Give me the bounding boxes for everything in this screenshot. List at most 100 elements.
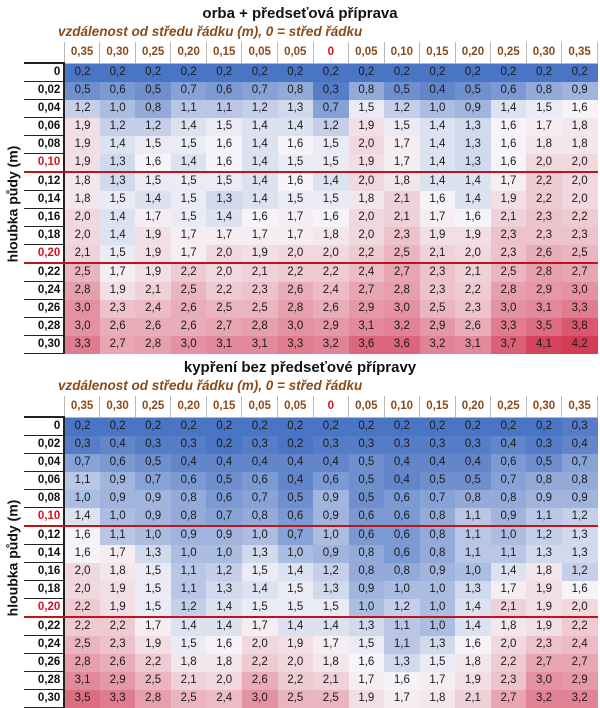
heatmap-cell: 0,9 (455, 99, 491, 118)
heatmap-cell: 2,0 (561, 172, 598, 191)
row-header: 0,26 (24, 299, 66, 318)
heatmap-cell: 1,1 (170, 580, 207, 599)
table-row: 0,18 2,0 1,4 1,9 1,7 1,7 1,7 1,7 1,8 2,0 2,3 1,9 1,9… (24, 226, 598, 245)
heatmap-cell: 1,5 (313, 153, 349, 173)
heatmap-cell: 2,7 (561, 263, 598, 282)
heatmap-cell: 2,8 (241, 317, 278, 336)
table-row: 0,12 1,8 1,3 1,5 1,5 1,5 1,4 1,6 1,4 2,0 1,8 1,4 1,4… (24, 172, 598, 191)
heatmap-cell: 1,9 (241, 244, 278, 264)
heatmap-cell: 2,7 (99, 335, 136, 354)
heatmap-cell: 0,3 (170, 435, 207, 454)
heatmap-cell: 0,4 (419, 453, 456, 472)
heatmap-cell: 3,1 (455, 335, 491, 354)
heatmap-cell: 1,5 (170, 190, 207, 209)
heatmap-cell: 3,8 (561, 317, 598, 336)
heatmap-cell: 2,0 (206, 244, 242, 264)
row-header: 0,16 (24, 208, 66, 227)
heatmap-cell: 0,9 (561, 489, 598, 508)
heatmap-cell: 0,7 (170, 81, 207, 100)
table-row: 0,20 2,1 1,5 1,9 1,7 2,0 1,9 2,0 2,0 2,2 2,5 2,1 2,0… (24, 244, 598, 264)
row-header: 0,22 (24, 617, 66, 636)
heatmap-cell: 1,3 (455, 153, 491, 173)
heatmap-cell: 1,2 (170, 598, 207, 618)
column-header: 0,30 (99, 396, 136, 418)
heatmap-cell: 0,2 (64, 417, 100, 436)
table-row: 0,08 1,0 0,9 0,9 0,8 0,6 0,7 0,5 0,9 0,5 0,6 0,7 0,8… (24, 489, 598, 508)
heatmap-cell: 1,4 (419, 153, 456, 173)
table-row: 0,24 2,5 2,3 1,9 1,5 1,6 2,0 1,9 1,7 1,5 1,1 1,3 1,6… (24, 635, 598, 654)
heatmap-cell: 2,5 (170, 689, 207, 708)
heatmap-cell: 2,8 (526, 263, 562, 282)
heatmap-cell: 2,0 (455, 244, 491, 264)
heatmap-cell: 1,4 (170, 617, 207, 636)
row-header: 0,22 (24, 263, 66, 282)
heatmap-cell: 1,3 (384, 653, 420, 672)
table-row: 0,08 1,9 1,4 1,5 1,5 1,6 1,4 1,6 1,5 2,0 1,7 1,4 1,3… (24, 135, 598, 154)
heatmap-cell: 0,8 (277, 81, 314, 100)
heatmap-cell: 2,4 (561, 635, 598, 654)
heatmap-cell: 2,9 (526, 281, 562, 300)
heatmap-cell: 0,8 (419, 544, 456, 563)
heatmap-cell: 2,6 (313, 299, 349, 318)
heatmap-cell: 4,1 (526, 335, 562, 354)
table-row: 0,30 3,3 2,7 2,8 3,0 3,1 3,1 3,3 3,2 3,6 3,6 3,2 3,1… (24, 335, 598, 354)
heatmap-cell: 2,3 (490, 226, 527, 245)
heatmap-cell: 0,6 (241, 471, 278, 490)
heatmap-cell: 0,5 (348, 489, 385, 508)
heatmap-cell: 1,9 (526, 580, 562, 599)
heatmap-cell: 1,4 (490, 99, 527, 118)
heatmap-cell: 1,8 (455, 653, 491, 672)
heatmap-cell: 1,8 (561, 135, 598, 154)
heatmap-cell: 1,7 (241, 617, 278, 636)
row-header: 0,04 (24, 99, 66, 118)
column-header: 0,05 (241, 396, 278, 418)
table-row: 0,02 0,5 0,6 0,5 0,7 0,6 0,7 0,8 0,3 0,8 0,5 0,4 0,5… (24, 81, 598, 100)
heatmap-cell: 1,8 (526, 135, 562, 154)
heatmap-cell: 1,6 (490, 135, 527, 154)
row-header: 0,08 (24, 135, 66, 154)
heatmap-cell: 2,8 (64, 653, 100, 672)
heatmap-cell: 2,6 (135, 317, 171, 336)
heatmap-cell: 1,4 (241, 117, 278, 136)
heatmap-cell: 2,7 (206, 317, 242, 336)
heatmap-cell: 0,9 (561, 81, 598, 100)
row-header: 0,06 (24, 471, 66, 490)
heatmap-cell: 3,0 (277, 317, 314, 336)
heatmap-cell: 1,5 (384, 117, 420, 136)
heatmap-cell: 1,0 (490, 526, 527, 545)
heatmap-cell: 2,0 (277, 653, 314, 672)
heatmap-cell: 3,0 (526, 671, 562, 690)
heatmap-cell: 2,3 (490, 244, 527, 264)
heatmap-cell: 2,3 (99, 299, 136, 318)
heatmap-cell: 1,1 (490, 544, 527, 563)
heatmap-cell: 1,1 (384, 635, 420, 654)
heatmap-cell: 0,2 (277, 417, 314, 436)
heatmap-cell: 1,6 (561, 99, 598, 118)
heatmap-cell: 0,8 (526, 471, 562, 490)
heatmap-cell: 1,4 (206, 617, 242, 636)
heatmap-cell: 3,5 (64, 689, 100, 708)
heatmap-cell: 1,0 (170, 544, 207, 563)
column-header: 0,15 (205, 396, 243, 418)
heatmap-cell: 0,6 (348, 526, 385, 545)
heatmap-cell: 0,2 (64, 63, 100, 82)
heatmap-cell: 1,2 (384, 99, 420, 118)
heatmap-cell: 1,5 (419, 653, 456, 672)
heatmap-cell: 2,2 (206, 281, 242, 300)
heatmap-cell: 1,4 (419, 135, 456, 154)
heatmap-cell: 0,8 (455, 489, 491, 508)
heatmap-cell: 0,5 (455, 81, 491, 100)
heatmap-cell: 2,2 (241, 653, 278, 672)
heatmap-cell: 0,3 (348, 435, 385, 454)
row-header: 0,14 (24, 190, 66, 209)
row-header: 0,10 (24, 507, 66, 527)
heatmap-cell: 0,4 (277, 453, 314, 472)
heatmap-cell: 1,8 (561, 117, 598, 136)
heatmap-cell: 2,2 (313, 263, 349, 282)
heatmap-cell: 2,0 (64, 580, 100, 599)
heatmap-cell: 3,1 (348, 317, 385, 336)
heatmap-cell: 2,3 (419, 281, 456, 300)
heatmap-cell: 0,7 (64, 453, 100, 472)
heatmap-cell: 0,4 (561, 435, 598, 454)
column-header: 0,05 (348, 42, 385, 64)
